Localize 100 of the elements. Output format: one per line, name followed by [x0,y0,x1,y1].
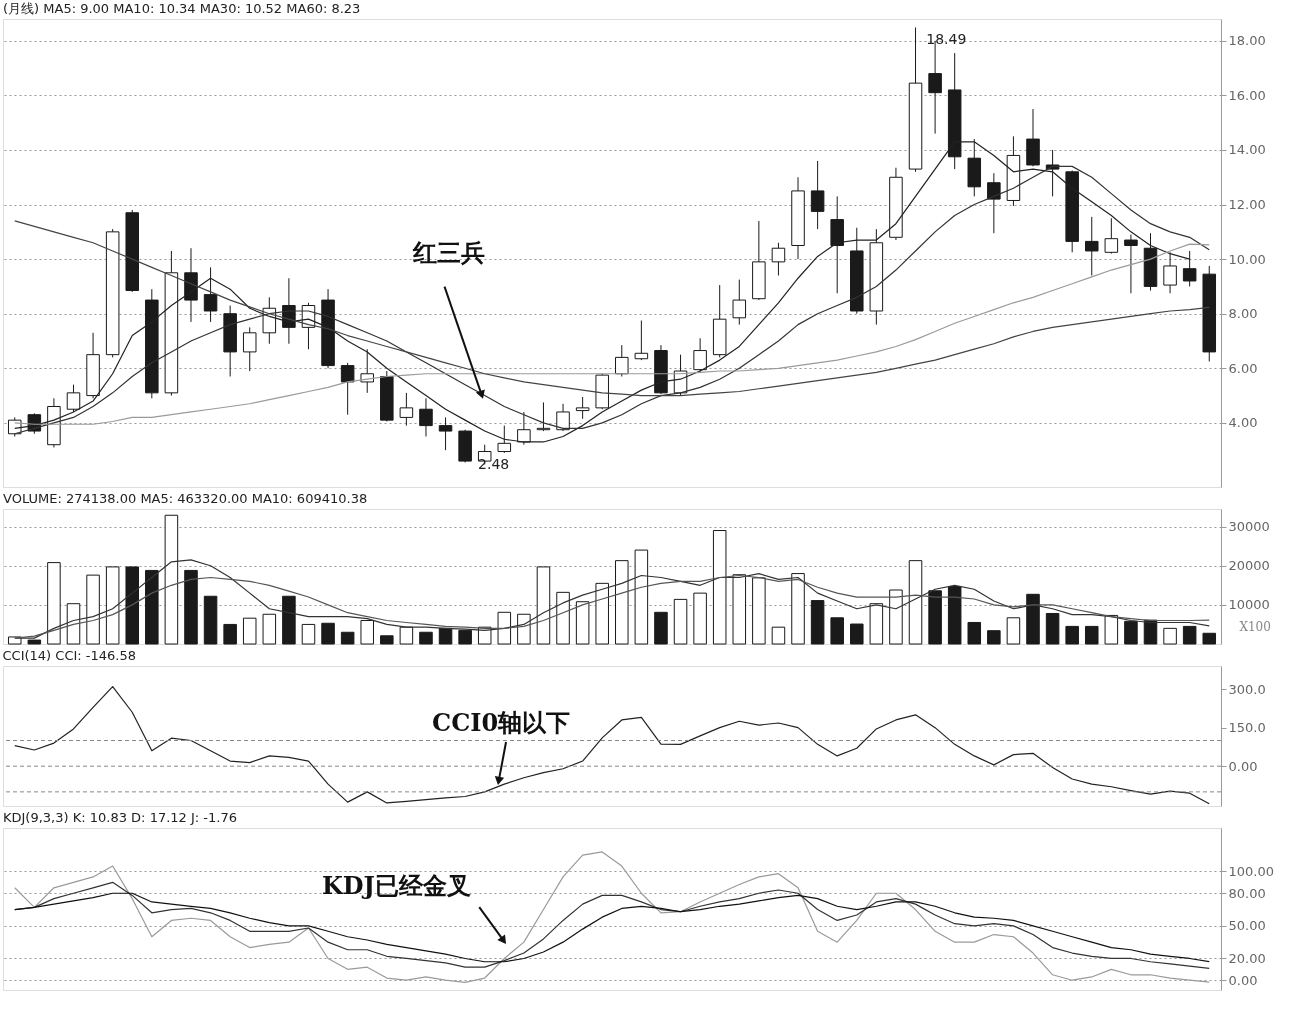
bar [1084,625,1099,645]
y-tick-label: 20.00 [1228,950,1266,966]
bar [86,574,100,645]
candlestick [987,172,1001,234]
bar [223,623,237,645]
bar [693,592,707,645]
chart-title: VOLUME: 274138.00 MA5: 463320.00 MA10: 609410.38 [3,491,368,506]
y-tick-label: 12.00 [1228,197,1266,213]
candlestick [732,279,747,326]
bar [575,601,590,645]
candlestick [634,320,649,361]
y-tick-label: 6.00 [1228,360,1258,376]
line-series [14,559,1210,639]
y-tick-label: 80.00 [1228,885,1266,901]
bar [1026,593,1040,645]
candlestick [419,397,433,438]
bar [712,530,727,645]
bar [830,617,844,645]
bar [908,560,923,645]
bar [673,598,688,645]
y-tick-label: 4.00 [1228,415,1258,431]
y-tick-label: 30000 [1228,519,1270,535]
bar [928,590,942,645]
bar [321,622,335,645]
bar [1163,627,1177,645]
bar [869,603,884,645]
candlestick [1084,216,1099,277]
line-series [14,220,1210,397]
candlestick [438,416,453,451]
bar [497,611,512,645]
y-tick-label: 300.0 [1228,681,1266,697]
candlestick [399,392,414,427]
bar [282,595,296,645]
candlestick [1163,251,1177,294]
annotation: CCI0轴以下 [432,707,571,737]
bar [967,621,982,645]
bar [145,569,159,645]
bar [987,630,1001,645]
candlestick [1104,217,1119,255]
candlestick [242,326,257,372]
bar [399,626,414,645]
bar [1182,625,1197,645]
bar [242,617,257,645]
chart-title: (月线) MA5: 9.00 MA10: 10.34 MA30: 10.52 MA60: 8.23 [3,1,361,16]
candlestick [66,384,81,413]
bar [47,562,61,645]
y-tick-label: 16.00 [1228,87,1266,103]
bar [1202,632,1217,645]
candlestick [771,242,786,277]
chart-title: KDJ(9,3,3) K: 10.83 D: 17.12 J: -1.76 [3,810,237,825]
candlestick [203,266,218,323]
bar [1104,614,1119,645]
bar [380,635,394,645]
line-series [14,574,1210,639]
bar [1143,619,1158,645]
bar [1065,625,1079,645]
bar [125,566,140,645]
bar [66,603,81,645]
candlestick [693,337,707,373]
bar [164,514,179,645]
bar [262,613,277,645]
bar [791,573,805,645]
candlestick [556,403,570,432]
bar [536,566,551,645]
y-tick-label: 50.00 [1228,918,1266,934]
bar [556,591,570,645]
y-tick-label: 8.00 [1228,306,1258,322]
bar [458,629,472,645]
bar [850,623,864,645]
y-tick-label: 150.0 [1228,720,1266,736]
candlestick [340,362,355,416]
bar [810,600,825,645]
annotation: 2.48 [478,455,510,472]
candlestick [810,160,825,230]
bar [419,631,433,645]
y-tick-label: 0.00 [1228,758,1258,774]
candlestick [615,344,629,377]
bar [595,582,609,645]
annotation: KDJ已经金叉 [321,871,471,901]
bar [438,627,453,645]
chart-title: CCI(14) CCI: -146.58 [2,648,136,663]
y-tick-label: 10.00 [1228,251,1266,267]
bar [1006,617,1021,645]
y-tick-label: 0.00 [1228,972,1258,988]
candlestick [575,396,590,420]
bar [105,566,120,645]
bar [752,577,766,645]
annotation: 红三兵 [411,237,485,267]
annotation: 18.49 [926,31,967,48]
bar [27,639,42,645]
candlestick [1124,234,1138,294]
bar [732,574,747,645]
y-tick-label: 10000 [1228,597,1270,613]
y-tick-label: 100.00 [1228,863,1274,879]
y-tick-label: 20000 [1228,558,1270,574]
text: X100 [1239,620,1271,635]
y-tick-label: 14.00 [1228,142,1266,158]
y-tick-label: 18.00 [1228,33,1266,49]
line-series [14,685,1210,805]
bar [360,620,374,645]
